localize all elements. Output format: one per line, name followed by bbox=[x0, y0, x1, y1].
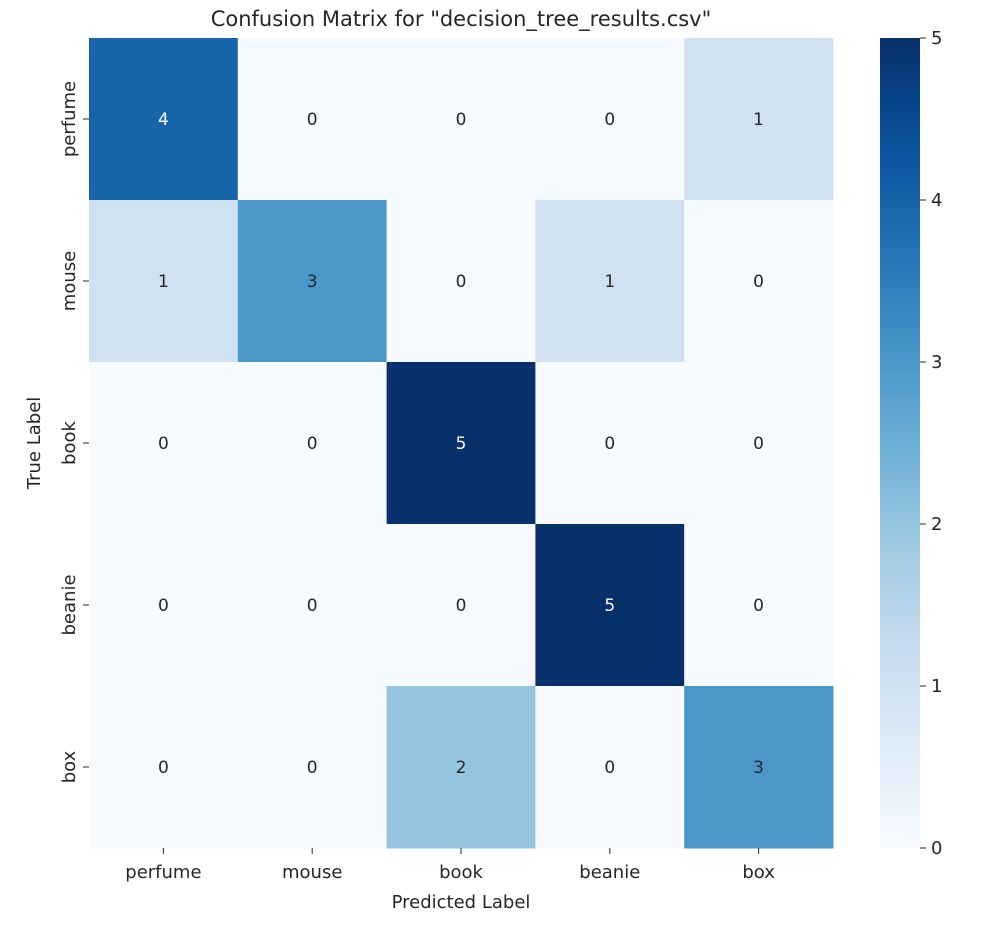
colorbar-tick-label: 2 bbox=[931, 514, 942, 535]
y-axis: perfume mouse book beanie box bbox=[59, 81, 89, 783]
heatmap-cell bbox=[535, 38, 685, 201]
cell-value-label: 5 bbox=[604, 596, 615, 616]
colorbar-gradient bbox=[880, 38, 920, 848]
cell-value-label: 0 bbox=[158, 434, 169, 454]
heatmap-cell bbox=[386, 38, 536, 201]
colorbar-tick-label: 5 bbox=[931, 28, 942, 49]
cell-value-label: 1 bbox=[158, 272, 169, 292]
colorbar: 0 1 2 3 4 5 bbox=[880, 28, 942, 859]
colorbar-tick-label: 3 bbox=[931, 352, 942, 373]
x-axis: perfume mouse book beanie box bbox=[125, 848, 775, 883]
cell-value-label: 0 bbox=[456, 110, 467, 130]
cell-value-label: 0 bbox=[307, 110, 318, 130]
heatmap-cell bbox=[684, 686, 834, 849]
heatmap-cell bbox=[684, 38, 834, 201]
y-tick-label: mouse bbox=[59, 251, 80, 311]
y-tick-label: box bbox=[59, 750, 80, 783]
heatmap-cells bbox=[89, 38, 834, 849]
cell-value-label: 0 bbox=[158, 596, 169, 616]
heatmap-cell bbox=[237, 686, 388, 849]
heatmap-cell bbox=[237, 200, 388, 363]
y-axis-label: True Label bbox=[24, 397, 45, 491]
y-tick-label: perfume bbox=[59, 81, 80, 157]
heatmap-cell bbox=[89, 200, 239, 363]
y-tick-label: book bbox=[59, 420, 80, 464]
cell-value-label: 1 bbox=[753, 110, 764, 130]
colorbar-tick-label: 1 bbox=[931, 676, 942, 697]
heatmap-cell bbox=[237, 362, 388, 525]
cell-value-label: 4 bbox=[158, 110, 169, 130]
cell-value-label: 0 bbox=[753, 272, 764, 292]
heatmap-cell bbox=[535, 200, 685, 363]
heatmap-cell bbox=[535, 524, 685, 687]
heatmap-cell bbox=[89, 686, 239, 849]
y-tick-label: beanie bbox=[59, 574, 80, 635]
cell-value-label: 0 bbox=[456, 272, 467, 292]
cell-value-label: 0 bbox=[753, 434, 764, 454]
heatmap-cell bbox=[237, 524, 388, 687]
cell-value-label: 2 bbox=[456, 758, 467, 778]
cell-value-label: 5 bbox=[456, 434, 467, 454]
heatmap-cell bbox=[386, 362, 536, 525]
heatmap-cell bbox=[684, 200, 834, 363]
heatmap-cell bbox=[237, 38, 388, 201]
heatmap-cell bbox=[535, 686, 685, 849]
x-tick-label: mouse bbox=[282, 862, 342, 883]
cell-value-label: 0 bbox=[604, 434, 615, 454]
cell-value-label: 0 bbox=[158, 758, 169, 778]
heatmap-cell bbox=[89, 524, 239, 687]
cell-value-label: 0 bbox=[456, 596, 467, 616]
heatmap-cell bbox=[89, 362, 239, 525]
cell-value-label: 0 bbox=[307, 434, 318, 454]
heatmap-cell bbox=[89, 38, 239, 201]
heatmap-cell bbox=[386, 524, 536, 687]
x-tick-label: box bbox=[742, 862, 775, 883]
x-tick-label: book bbox=[439, 862, 483, 883]
chart-title: Confusion Matrix for "decision_tree_resu… bbox=[211, 7, 712, 32]
cell-value-label: 1 bbox=[604, 272, 615, 292]
cell-value-label: 0 bbox=[307, 596, 318, 616]
cell-value-label: 0 bbox=[307, 758, 318, 778]
x-tick-label: beanie bbox=[579, 862, 640, 883]
x-tick-label: perfume bbox=[125, 862, 201, 883]
heatmap-cell bbox=[386, 200, 536, 363]
heatmap-cell bbox=[684, 362, 834, 525]
cell-value-label: 0 bbox=[604, 110, 615, 130]
x-axis-label: Predicted Label bbox=[392, 892, 531, 913]
cell-value-label: 3 bbox=[753, 758, 764, 778]
cell-value-label: 3 bbox=[307, 272, 318, 292]
colorbar-tick-label: 0 bbox=[931, 838, 942, 859]
cell-value-label: 0 bbox=[604, 758, 615, 778]
heatmap-cell bbox=[535, 362, 685, 525]
heatmap-cell-labels: 4 0 0 0 1 1 3 0 1 0 0 0 5 0 0 0 0 0 5 0 0 0 2 0 3 bbox=[158, 110, 764, 778]
heatmap-cell bbox=[386, 686, 536, 849]
cell-value-label: 0 bbox=[753, 596, 764, 616]
heatmap-cell bbox=[684, 524, 834, 687]
colorbar-tick-label: 4 bbox=[931, 190, 942, 211]
